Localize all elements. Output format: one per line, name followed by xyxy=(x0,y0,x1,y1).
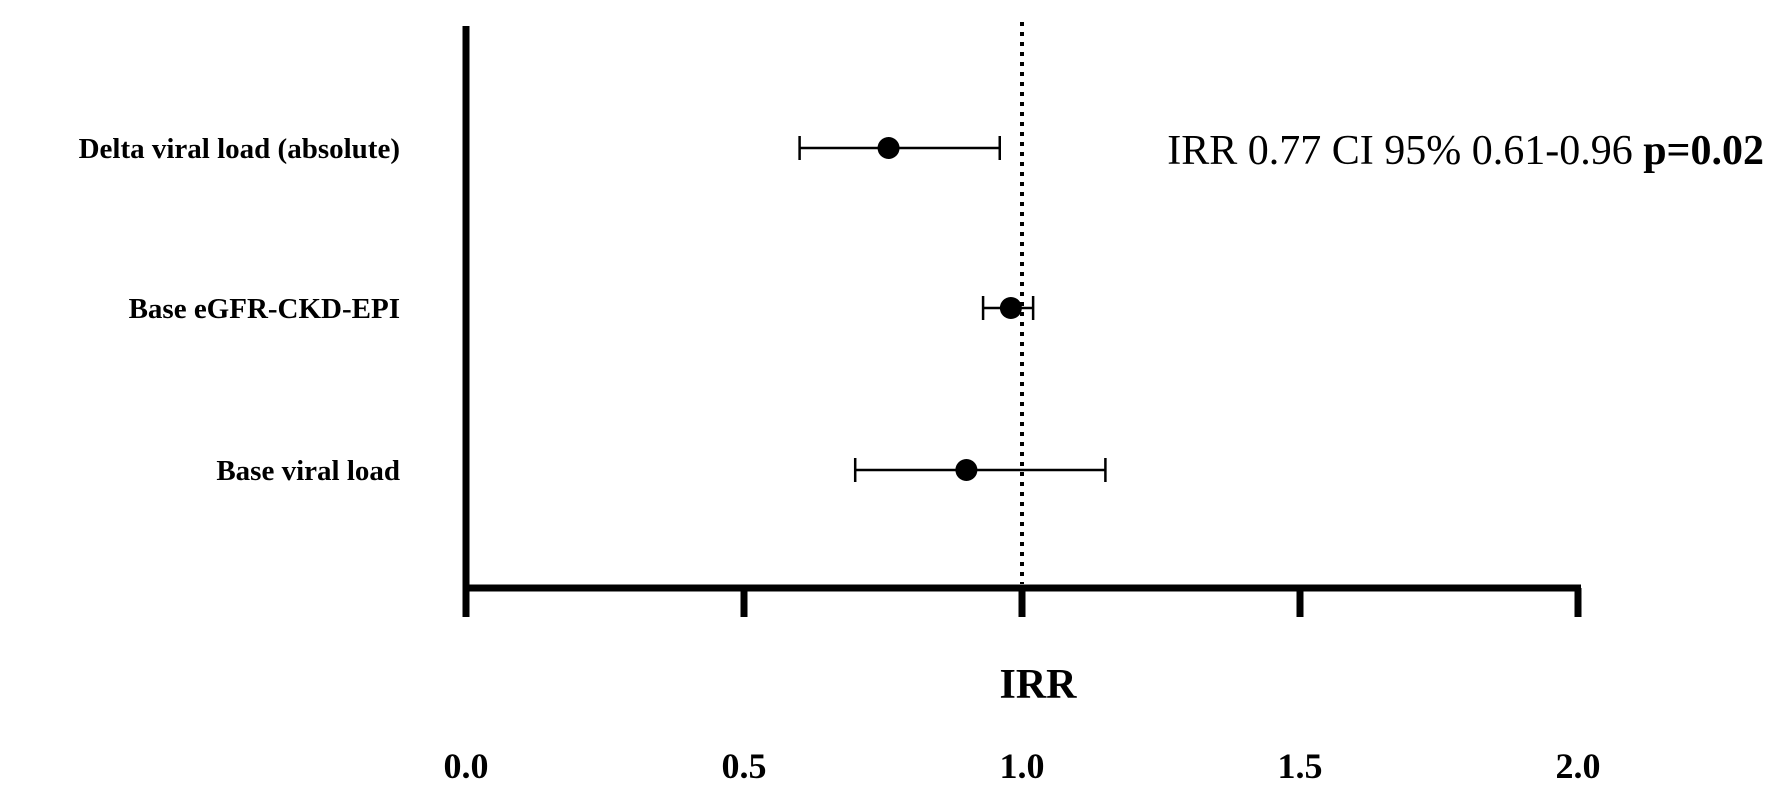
estimate-point xyxy=(877,137,900,159)
row-label: Delta viral load (absolute) xyxy=(79,133,400,165)
annotation-text: IRR 0.77 CI 95% 0.61-0.96 xyxy=(1167,128,1643,174)
x-tick-label: 0.5 xyxy=(722,746,767,786)
forest-row xyxy=(853,458,1107,482)
x-tick-label: 1.5 xyxy=(1278,746,1323,786)
x-axis-title: IRR xyxy=(999,662,1077,708)
x-tick-label: 0.0 xyxy=(444,746,489,786)
annotation-p-value: p=0.02 xyxy=(1643,128,1764,174)
row-label: Base viral load xyxy=(216,455,400,487)
estimate-point xyxy=(955,459,978,481)
estimate-point xyxy=(999,297,1022,319)
forest-row xyxy=(798,136,1002,160)
forest-row xyxy=(981,296,1035,320)
x-axis: 0.0 0.5 1.0 1.5 2.0 xyxy=(444,584,1601,786)
estimate-markers xyxy=(798,136,1107,482)
x-tick-label: 2.0 xyxy=(1556,746,1601,786)
result-annotation: IRR 0.77 CI 95% 0.61-0.96 p=0.02 xyxy=(1167,128,1764,174)
row-label: Base eGFR-CKD-EPI xyxy=(129,293,400,325)
row-labels: Delta viral load (absolute) Base eGFR-CKD… xyxy=(79,133,400,487)
x-tick-label: 1.0 xyxy=(1000,746,1045,786)
